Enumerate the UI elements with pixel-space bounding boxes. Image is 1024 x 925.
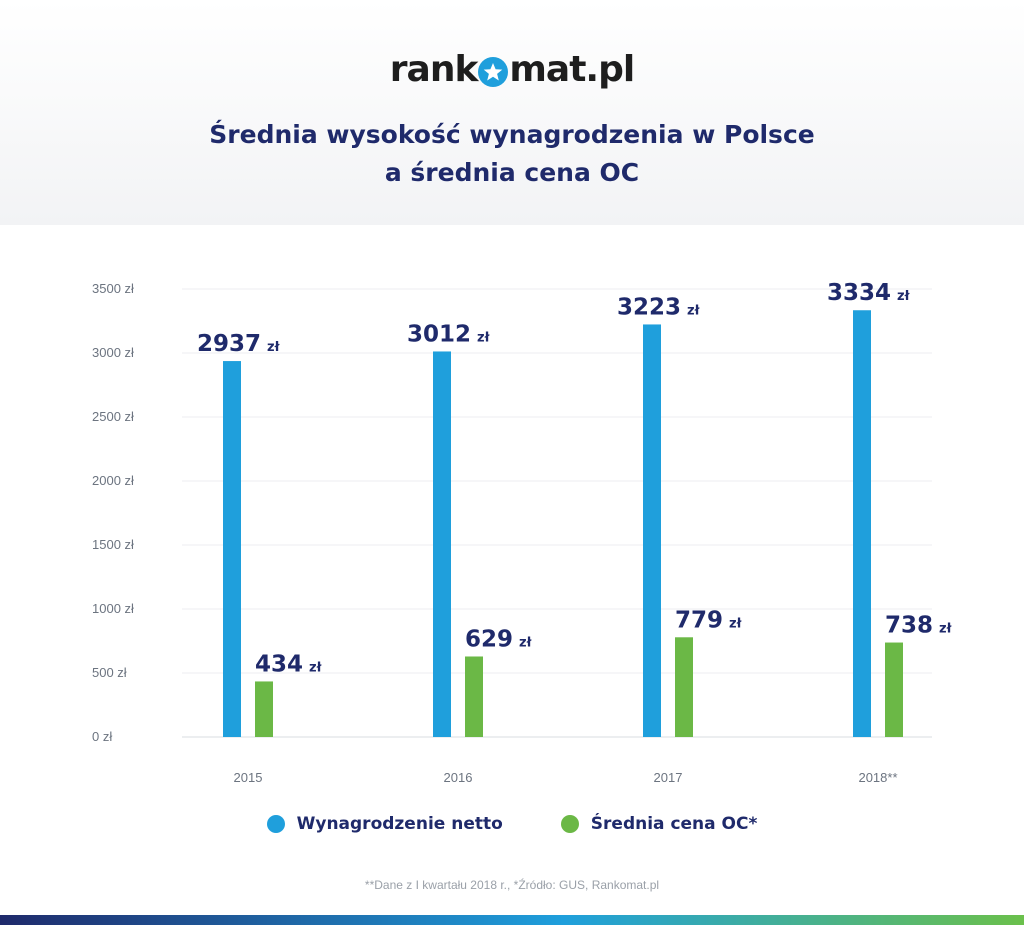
legend-dot-salary [266,815,285,833]
bar-salary [853,310,871,737]
bottom-accent-bar [0,915,1024,925]
x-tick-label: 2018** [858,770,897,785]
legend-label-salary: Wynagrodzenie netto [296,814,503,834]
logo-text-start: rank [389,48,479,90]
value-label-oc: 434 zł [255,651,323,677]
legend-item-salary: Wynagrodzenie netto [266,814,503,834]
bar-salary [643,324,661,737]
footnote: **Dane z I kwartału 2018 r., *Źródło: GU… [364,878,660,892]
y-tick-label: 2000 zł [92,473,134,488]
rankomat-logo: rank mat.pl [0,44,1024,94]
logo-text-end: mat.pl [509,48,635,90]
value-label-oc: 629 zł [465,626,533,652]
bar-oc [255,681,273,737]
legend-dot-oc [560,815,579,833]
value-label-salary: 3012 zł [407,321,491,347]
y-tick-label: 3000 zł [92,345,134,360]
legend-label-oc: Średnia cena OC* [590,814,758,834]
value-label-oc: 779 zł [675,607,743,633]
star-icon [478,57,509,87]
value-label-salary: 3223 zł [617,294,701,320]
legend: Wynagrodzenie netto Średnia cena OC* [0,814,1024,834]
bar-salary [433,351,451,737]
title-line-2: a średnia cena OC [384,158,640,187]
bar-oc [465,656,483,737]
value-label-oc: 738 zł [885,613,953,639]
y-tick-label: 500 zł [92,665,127,680]
bar-oc [885,642,903,737]
y-tick-label: 0 zł [92,729,112,744]
chart-title: Średnia wysokość wynagrodzenia w Polsce … [0,116,1024,192]
bar-oc [675,637,693,737]
y-tick-label: 3500 zł [92,281,134,296]
x-tick-label: 2015 [234,770,263,785]
x-tick-label: 2016 [444,770,473,785]
y-tick-label: 1500 zł [92,537,134,552]
value-label-salary: 2937 zł [197,331,281,357]
bar-salary [223,361,241,737]
y-tick-label: 2500 zł [92,409,134,424]
header-background [0,0,1024,225]
y-tick-label: 1000 zł [92,601,134,616]
value-label-salary: 3334 zł [827,280,911,306]
legend-item-oc: Średnia cena OC* [560,814,758,834]
bar-chart: 0 zł 500 zł 1000 zł 1500 zł 2000 zł 2500 zł 30… [92,280,953,785]
x-tick-label: 2017 [654,770,683,785]
title-line-1: Średnia wysokość wynagrodzenia w Polsce [209,120,815,149]
